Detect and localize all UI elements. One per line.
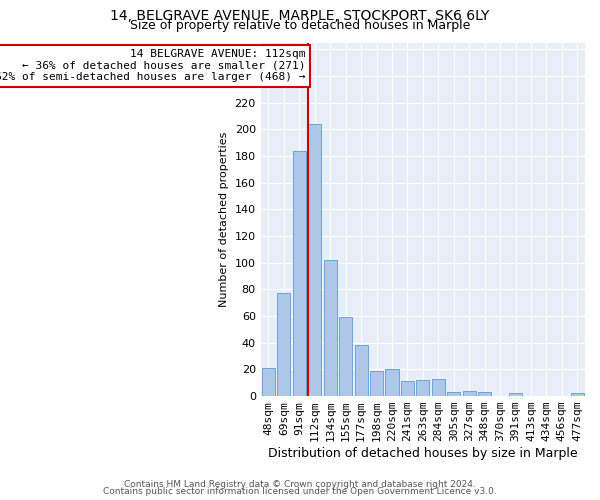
Bar [463,390,476,396]
Bar [401,382,414,396]
Bar [447,392,460,396]
Bar [355,346,368,396]
Bar [385,370,398,396]
Bar [509,394,522,396]
Text: Size of property relative to detached houses in Marple: Size of property relative to detached ho… [130,19,470,32]
Bar [339,318,352,396]
Text: Contains HM Land Registry data © Crown copyright and database right 2024.: Contains HM Land Registry data © Crown c… [124,480,476,489]
Bar [293,150,306,396]
Bar [416,380,430,396]
Bar [571,394,584,396]
Y-axis label: Number of detached properties: Number of detached properties [219,132,229,307]
Text: Contains public sector information licensed under the Open Government Licence v3: Contains public sector information licen… [103,488,497,496]
Bar [262,368,275,396]
Bar [323,260,337,396]
Text: 14 BELGRAVE AVENUE: 112sqm
← 36% of detached houses are smaller (271)
62% of sem: 14 BELGRAVE AVENUE: 112sqm ← 36% of deta… [0,49,306,82]
Bar [478,392,491,396]
Bar [277,294,290,396]
Bar [432,378,445,396]
Text: 14, BELGRAVE AVENUE, MARPLE, STOCKPORT, SK6 6LY: 14, BELGRAVE AVENUE, MARPLE, STOCKPORT, … [110,9,490,23]
Bar [370,370,383,396]
X-axis label: Distribution of detached houses by size in Marple: Distribution of detached houses by size … [268,447,578,460]
Bar [308,124,322,396]
